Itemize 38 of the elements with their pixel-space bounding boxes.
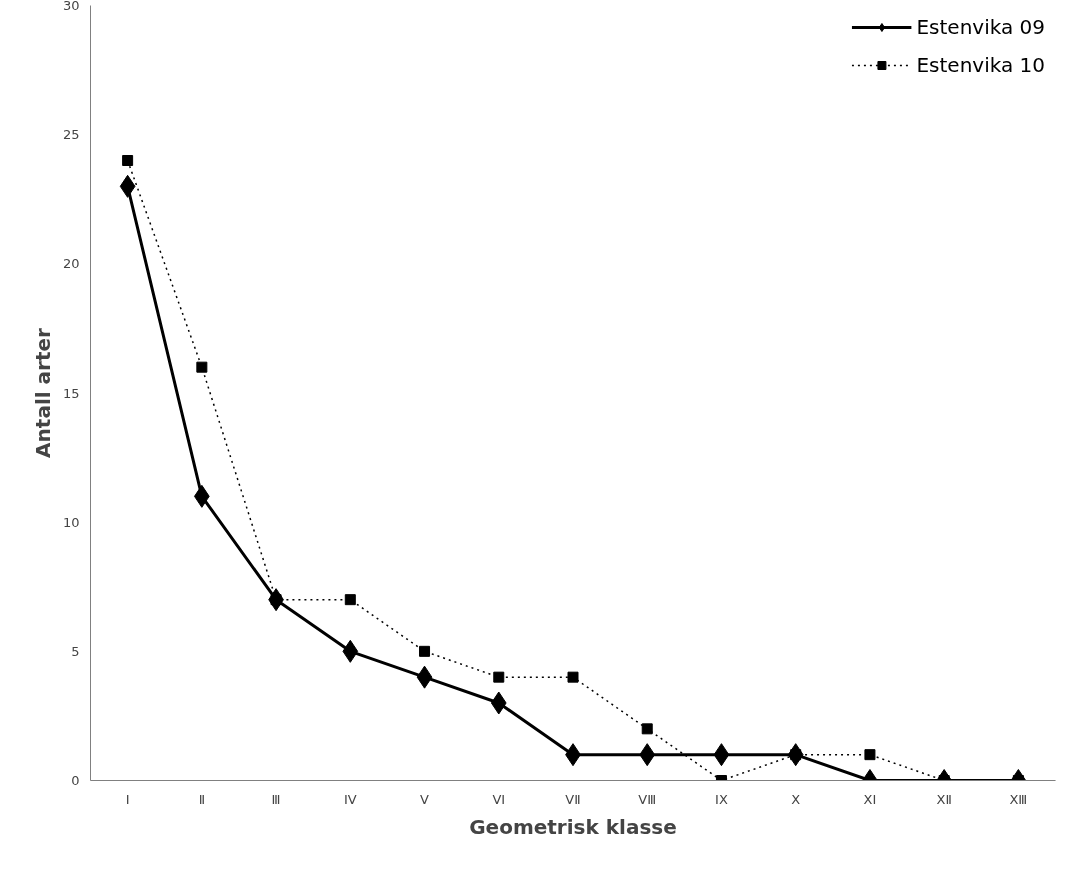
x-tick-label: Ⅱ xyxy=(198,791,206,807)
point xyxy=(567,671,579,683)
legend-label: Estenvika 10 xyxy=(916,53,1045,77)
point xyxy=(641,723,653,735)
point xyxy=(342,639,359,663)
point xyxy=(490,691,507,715)
x-tick-label: IV xyxy=(343,791,357,807)
point xyxy=(122,155,134,166)
x-axis-title: Geometrisk klasse xyxy=(469,814,677,839)
point xyxy=(493,671,505,683)
point xyxy=(196,361,208,373)
y-tick-label: 15 xyxy=(62,385,80,401)
y-axis-title: Antall arter xyxy=(30,327,55,458)
point xyxy=(713,743,730,767)
point xyxy=(864,749,876,761)
y-tick-label: 25 xyxy=(62,127,80,143)
x-tick-label: XⅢ xyxy=(1009,791,1028,807)
y-tick-label: 0 xyxy=(71,773,80,788)
point xyxy=(119,174,136,198)
x-tick-label: IX xyxy=(715,791,728,807)
x-tick-label: XⅡ xyxy=(936,791,952,807)
x-tick-label: I xyxy=(125,791,130,807)
x-tick-label: XI xyxy=(863,791,877,807)
x-tick-label: Ⅲ xyxy=(271,791,281,807)
legend-label: Estenvika 09 xyxy=(916,15,1045,39)
x-tick-label: V xyxy=(420,791,430,807)
point xyxy=(416,665,433,689)
x-tick-label: X xyxy=(791,791,801,807)
y-tick-label: 5 xyxy=(71,643,80,659)
y-tick-label: 20 xyxy=(62,256,80,272)
x-tick-label: VI xyxy=(492,791,506,807)
x-tick-label: VⅡ xyxy=(565,791,581,807)
x-tick-label: VⅢ xyxy=(638,791,657,807)
point xyxy=(419,645,431,657)
point xyxy=(639,743,656,767)
point xyxy=(344,594,356,606)
y-tick-label: 30 xyxy=(62,0,80,13)
y-tick-label: 10 xyxy=(62,514,80,530)
